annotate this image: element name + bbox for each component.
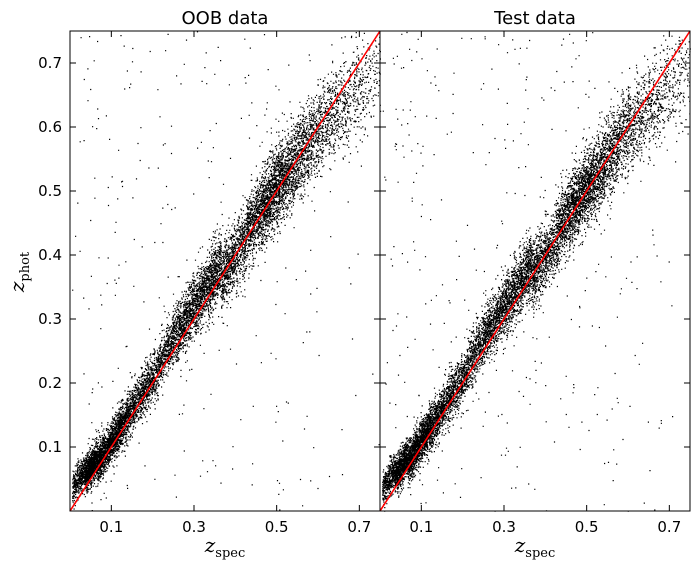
x-axis-label-sub: spec (525, 546, 555, 561)
y-tick-label: 0.6 (38, 118, 62, 136)
scatter-points-oob (72, 31, 382, 512)
x-tick-label: 0.3 (492, 518, 516, 536)
x-tick-label: 0.7 (657, 518, 681, 536)
y-axis-label: zphot (5, 251, 33, 293)
scatter-point-cloud (382, 31, 691, 512)
y-tick-label: 0.2 (38, 374, 62, 392)
x-axis-label-test: zspec (514, 533, 556, 561)
y-tick-label: 0.3 (38, 310, 62, 328)
x-tick-label: 0.1 (99, 518, 123, 536)
x-axis-label-oob: zspec (204, 533, 246, 561)
tick-marks-test: 0.1 0.3 0.5 0.7 (380, 31, 690, 536)
tick-marks-oob: 0.1 0.3 0.5 0.7 0.1 0.2 0.3 0.4 0.5 0.6 0.7 (38, 31, 380, 536)
panel-title-test: Test data (493, 8, 576, 29)
x-axis-label-sub: spec (215, 546, 245, 561)
scatter-point-cloud (72, 31, 382, 512)
y-axis-label-main: z (5, 281, 29, 293)
y-axis-label-sub: phot (18, 251, 33, 282)
panel-title-oob: OOB data (182, 8, 269, 29)
panel-test: 0.1 0.3 0.5 0.7 Test data (379, 8, 691, 536)
x-tick-label: 0.3 (182, 518, 206, 536)
y-tick-label: 0.4 (38, 246, 62, 264)
x-axis-label-main: z (204, 533, 216, 557)
y-tick-label: 0.1 (38, 438, 62, 456)
x-tick-label: 0.5 (575, 518, 599, 536)
x-tick-label: 0.5 (265, 518, 289, 536)
y-tick-label: 0.7 (38, 54, 62, 72)
x-tick-label: 0.1 (409, 518, 433, 536)
svg-text:zphot: zphot (5, 251, 33, 293)
identity-line-oob (69, 30, 381, 512)
scatter-points-test (382, 31, 691, 512)
x-tick-label: 0.7 (347, 518, 371, 536)
identity-line-test (379, 30, 691, 512)
axes-frame-test (379, 30, 691, 512)
x-axis-label-main: z (514, 533, 526, 557)
y-tick-label: 0.5 (38, 182, 62, 200)
